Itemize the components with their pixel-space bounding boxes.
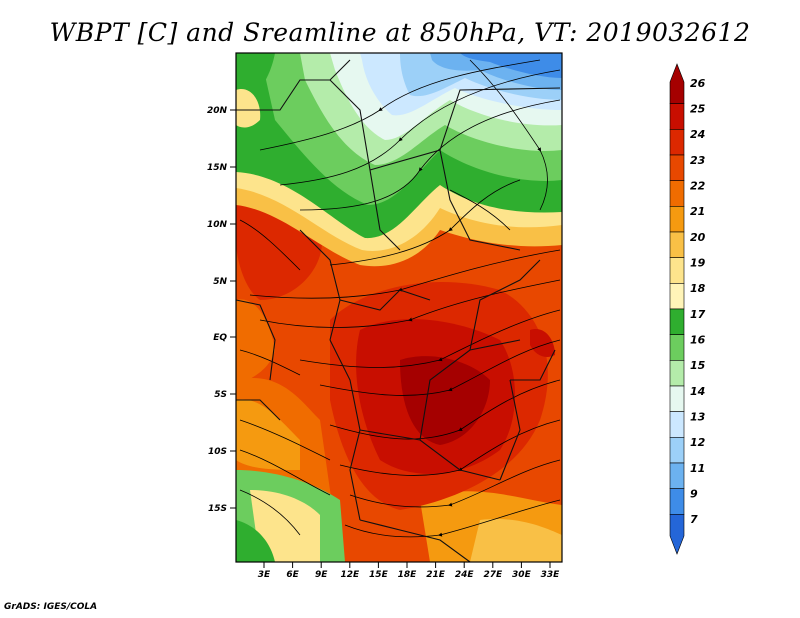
lon-tick-label: 12E (340, 570, 360, 580)
colorbar: 26 25 24 23 22 21 20 19 18 17 16 15 14 13 12 11 9 7 (669, 63, 706, 555)
colorbar-swatch (669, 385, 685, 412)
colorbar-swatch (669, 308, 685, 335)
colorbar-label: 17 (690, 308, 706, 321)
colorbar-swatch (669, 411, 685, 438)
colorbar-label: 16 (690, 334, 706, 347)
colorbar-label: 7 (690, 513, 698, 526)
colorbar-label: 23 (690, 154, 706, 167)
colorbar-label: 18 (690, 282, 706, 295)
lat-tick-label: 15N (207, 163, 228, 173)
colorbar-swatch (669, 360, 685, 387)
colorbar-swatch (669, 129, 685, 156)
colorbar-swatch (669, 257, 685, 284)
lat-tick-label: 10N (207, 220, 228, 230)
lon-tick-label: 18E (398, 570, 418, 580)
colorbar-label: 22 (690, 180, 706, 193)
lon-tick-label: 33E (541, 570, 561, 580)
colorbar-swatch (669, 334, 685, 361)
colorbar-label: 13 (690, 411, 706, 424)
colorbar-label: 25 (690, 103, 706, 116)
colorbar-label: 12 (690, 436, 706, 449)
colorbar-label: 15 (690, 359, 706, 372)
streamlines (239, 59, 561, 538)
lon-tick-label: 6E (286, 570, 299, 580)
lat-tick-label: 5N (213, 277, 227, 287)
country-borders (236, 59, 561, 562)
colorbar-swatch (669, 154, 685, 181)
colorbar-swatch (669, 231, 685, 258)
colorbar-swatch (669, 283, 685, 310)
lat-tick-label: 15S (208, 504, 227, 514)
lon-tick-label: 15E (369, 570, 389, 580)
colorbar-swatch (669, 206, 685, 233)
colorbar-swatch (669, 514, 685, 555)
lat-tick-label: 20N (207, 106, 228, 116)
map-frame (235, 52, 563, 563)
temperature-field (236, 53, 562, 562)
colorbar-label: 20 (690, 231, 706, 244)
lon-tick-label: 27E (483, 570, 503, 580)
lon-tick-label: 30E (512, 570, 532, 580)
colorbar-swatch (669, 437, 685, 464)
lon-tick-label: 9E (315, 570, 328, 580)
lat-tick-label: EQ (213, 333, 227, 343)
colorbar-label: 24 (690, 128, 705, 141)
colorbar-label: 9 (690, 488, 698, 501)
colorbar-label: 26 (690, 77, 706, 90)
colorbar-swatch (669, 63, 685, 104)
footer-credit: GrADS: IGES/COLA (4, 602, 98, 612)
lon-tick-label: 3E (258, 570, 271, 580)
colorbar-label: 21 (690, 205, 705, 218)
lon-tick-label: 24E (455, 570, 475, 580)
longitude-axis: 3E 6E 9E 12E 15E 18E 21E 24E 27E 30E 33E (258, 562, 560, 580)
colorbar-label: 14 (690, 385, 705, 398)
map-title: WBPT [C] and Sreamline at 850hPa, VT: 20… (49, 18, 751, 47)
colorbar-swatch (669, 462, 685, 489)
colorbar-swatch (669, 180, 685, 207)
lat-tick-label: 10S (208, 447, 227, 457)
latitude-axis: 20N 15N 10N 5N EQ 5S 10S 15S (207, 106, 236, 514)
colorbar-swatch (669, 488, 685, 515)
colorbar-label: 11 (690, 462, 705, 475)
lon-tick-label: 21E (426, 570, 446, 580)
colorbar-swatch (669, 103, 685, 130)
colorbar-label: 19 (690, 257, 706, 270)
lat-tick-label: 5S (214, 390, 227, 400)
